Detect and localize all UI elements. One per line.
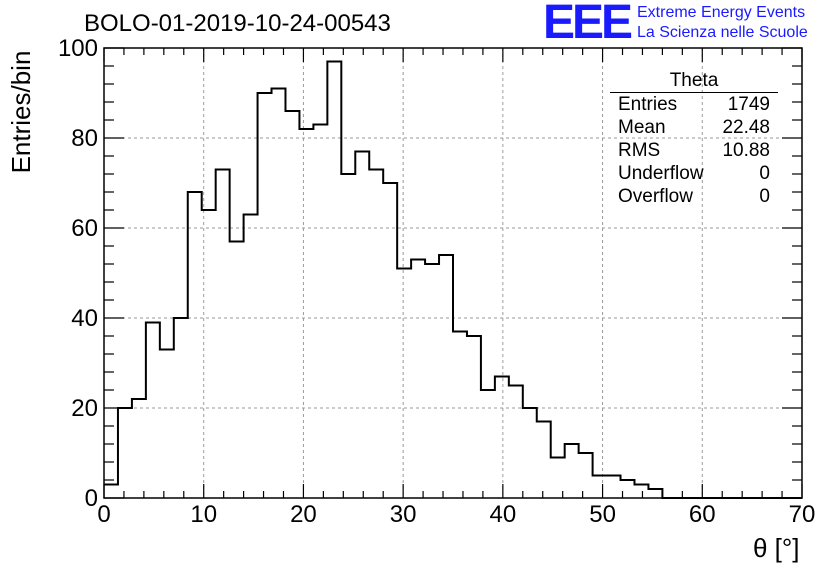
stats-value: 10.88 xyxy=(722,140,770,161)
x-tick-label: 40 xyxy=(490,501,517,528)
y-tick-label: 20 xyxy=(71,395,98,422)
histogram-line xyxy=(104,60,802,499)
stats-box: Theta Entries 1749 Mean 22.48 RMS 10.88 … xyxy=(610,70,778,208)
stats-row-mean: Mean 22.48 xyxy=(610,116,778,139)
stats-value: 1749 xyxy=(727,94,770,115)
stats-label: Overflow xyxy=(618,186,693,207)
logo-line-2: La Scienza nelle Scuole xyxy=(637,24,808,41)
stats-label: RMS xyxy=(618,140,661,161)
x-tick-label: 70 xyxy=(789,501,816,528)
stats-label: Mean xyxy=(618,117,666,138)
x-tick-label: 10 xyxy=(190,501,217,528)
y-axis-label: Entries/bin xyxy=(6,50,36,174)
stats-row-rms: RMS 10.88 xyxy=(610,139,778,162)
logo-line-1: Extreme Energy Events xyxy=(637,4,806,21)
x-tick-label: 60 xyxy=(689,501,716,528)
stats-row-underflow: Underflow 0 xyxy=(610,162,778,185)
x-axis-label: θ [°] xyxy=(753,533,800,563)
y-tick-label: 40 xyxy=(71,305,98,332)
stats-value: 22.48 xyxy=(722,117,770,138)
stats-label: Entries xyxy=(618,94,678,115)
x-tick-label: 50 xyxy=(589,501,616,528)
logo-caption: Extreme Energy Events La Scienza nelle S… xyxy=(637,3,808,43)
y-tick-label: 80 xyxy=(71,125,98,152)
stats-row-entries: Entries 1749 xyxy=(610,93,778,116)
x-tick-label: 0 xyxy=(97,501,110,528)
x-tick-label: 20 xyxy=(290,501,317,528)
eee-logo: EEE xyxy=(543,0,633,49)
plot-frame xyxy=(103,47,803,499)
stats-label: Underflow xyxy=(618,163,704,184)
stats-value: 0 xyxy=(759,163,770,184)
stats-row-overflow: Overflow 0 xyxy=(610,185,778,208)
chart-title: BOLO-01-2019-10-24-00543 xyxy=(84,10,391,37)
x-tick-label: 30 xyxy=(390,501,417,528)
y-tick-label: 60 xyxy=(71,215,98,242)
y-tick-label: 0 xyxy=(85,485,98,512)
stats-title: Theta xyxy=(610,70,778,93)
stats-value: 0 xyxy=(759,186,770,207)
y-tick-label: 100 xyxy=(58,35,98,62)
